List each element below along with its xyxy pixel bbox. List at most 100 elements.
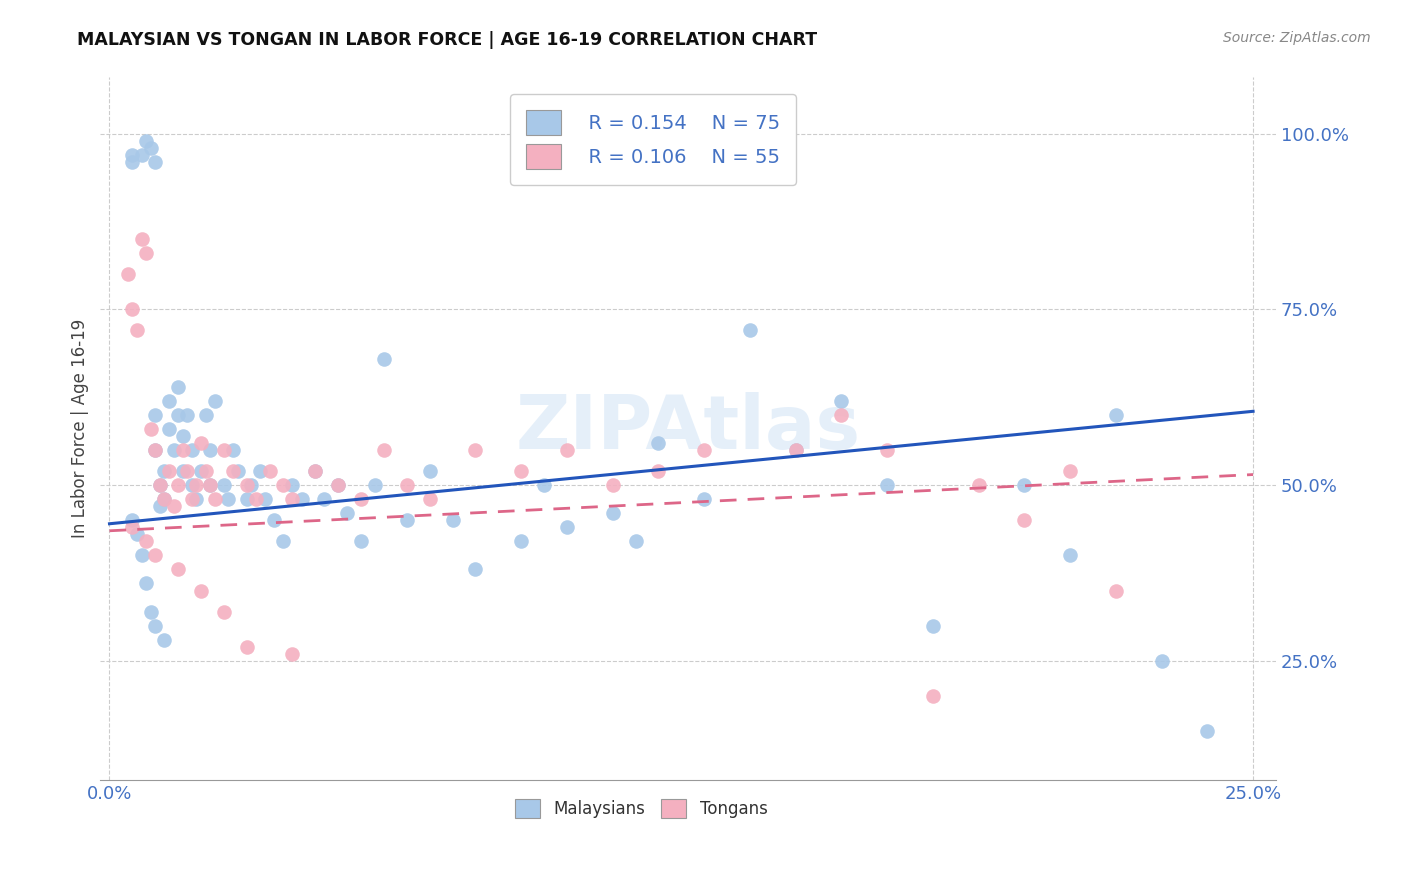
Point: [291, 492, 314, 507]
Point: [162, 499, 184, 513]
Point: [131, 147, 153, 161]
Point: [180, 442, 202, 457]
Point: [117, 267, 139, 281]
Point: [172, 442, 194, 457]
Legend: Malaysians, Tongans: Malaysians, Tongans: [508, 792, 775, 825]
Point: [153, 492, 176, 507]
Point: [204, 492, 226, 507]
Point: [180, 492, 202, 507]
Point: [1014, 513, 1036, 527]
Point: [162, 442, 184, 457]
Point: [222, 442, 245, 457]
Point: [135, 134, 157, 148]
Point: [139, 422, 162, 436]
Point: [647, 436, 669, 450]
Point: [395, 513, 418, 527]
Point: [172, 429, 194, 443]
Text: MALAYSIAN VS TONGAN IN LABOR FORCE | AGE 16-19 CORRELATION CHART: MALAYSIAN VS TONGAN IN LABOR FORCE | AGE…: [77, 31, 817, 49]
Point: [785, 442, 807, 457]
Point: [143, 618, 166, 632]
Point: [533, 478, 555, 492]
Point: [167, 562, 190, 576]
Point: [167, 408, 190, 422]
Point: [121, 520, 143, 534]
Point: [212, 478, 235, 492]
Y-axis label: In Labor Force | Age 16-19: In Labor Force | Age 16-19: [72, 319, 89, 539]
Point: [1105, 408, 1128, 422]
Point: [876, 442, 898, 457]
Point: [336, 506, 359, 520]
Point: [121, 513, 143, 527]
Point: [121, 302, 143, 317]
Point: [281, 492, 304, 507]
Point: [395, 478, 418, 492]
Point: [263, 513, 285, 527]
Point: [253, 492, 276, 507]
Point: [157, 422, 180, 436]
Point: [143, 442, 166, 457]
Point: [785, 442, 807, 457]
Point: [922, 689, 945, 703]
Point: [149, 478, 172, 492]
Point: [186, 492, 208, 507]
Point: [180, 478, 202, 492]
Point: [328, 478, 350, 492]
Point: [235, 492, 257, 507]
Point: [464, 562, 486, 576]
Point: [373, 351, 395, 366]
Point: [135, 576, 157, 591]
Point: [153, 464, 176, 478]
Point: [125, 527, 148, 541]
Point: [1197, 724, 1219, 739]
Point: [226, 464, 249, 478]
Point: [647, 464, 669, 478]
Point: [830, 393, 852, 408]
Point: [176, 408, 198, 422]
Point: [602, 478, 624, 492]
Point: [139, 141, 162, 155]
Point: [249, 464, 271, 478]
Point: [125, 323, 148, 337]
Text: Source: ZipAtlas.com: Source: ZipAtlas.com: [1223, 31, 1371, 45]
Point: [143, 442, 166, 457]
Point: [222, 464, 245, 478]
Point: [167, 478, 190, 492]
Point: [167, 380, 190, 394]
Point: [131, 232, 153, 246]
Point: [190, 583, 212, 598]
Point: [464, 442, 486, 457]
Point: [212, 605, 235, 619]
Point: [304, 464, 326, 478]
Point: [314, 492, 336, 507]
Point: [198, 442, 221, 457]
Point: [157, 393, 180, 408]
Point: [259, 464, 281, 478]
Point: [281, 478, 304, 492]
Point: [190, 464, 212, 478]
Point: [304, 464, 326, 478]
Point: [967, 478, 990, 492]
Point: [419, 492, 441, 507]
Point: [922, 618, 945, 632]
Point: [245, 492, 267, 507]
Point: [194, 408, 217, 422]
Point: [555, 442, 578, 457]
Point: [190, 436, 212, 450]
Point: [235, 478, 257, 492]
Point: [738, 323, 761, 337]
Point: [1059, 549, 1081, 563]
Point: [186, 478, 208, 492]
Point: [149, 499, 172, 513]
Point: [602, 506, 624, 520]
Point: [143, 549, 166, 563]
Text: ZIPAtlas: ZIPAtlas: [516, 392, 860, 466]
Point: [273, 478, 295, 492]
Point: [194, 464, 217, 478]
Point: [121, 147, 143, 161]
Point: [555, 520, 578, 534]
Point: [273, 534, 295, 549]
Point: [157, 464, 180, 478]
Point: [131, 549, 153, 563]
Point: [135, 534, 157, 549]
Point: [135, 246, 157, 260]
